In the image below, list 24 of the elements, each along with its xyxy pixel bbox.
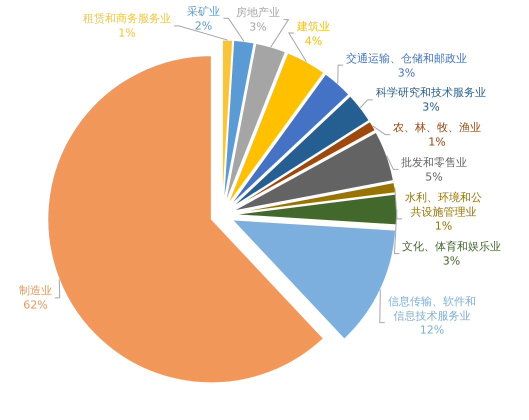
data-label: 3% — [249, 20, 267, 34]
data-label: 4% — [304, 34, 322, 48]
slice-label: 交通运输、仓储和邮政业 — [346, 52, 467, 65]
slice-label: 信息传输、软件和信息技术服务业 — [388, 295, 476, 322]
slice-label: 文化、体育和娱乐业 — [402, 240, 501, 253]
data-label: 1% — [428, 135, 446, 148]
data-label: 62% — [23, 298, 48, 312]
data-label: 2% — [194, 19, 212, 32]
data-label: 3% — [422, 100, 440, 114]
slice-label: 制造业 — [19, 284, 52, 297]
data-label: 3% — [442, 254, 460, 268]
slice-label: 建筑业 — [296, 20, 330, 33]
data-label: 1% — [118, 26, 136, 40]
data-label: 5% — [425, 170, 443, 184]
slice-label: 批发和零售业 — [401, 156, 467, 169]
slice-label: 农、林、牧、渔业 — [393, 121, 481, 134]
data-label: 3% — [398, 66, 416, 80]
data-label: 12% — [420, 324, 444, 337]
slice-label: 科学研究和技术服务业 — [376, 86, 486, 99]
slice-label: 租赁和商务服务业 — [83, 12, 171, 25]
data-label: 1% — [434, 220, 452, 233]
slice-label: 采矿业 — [187, 5, 220, 18]
slice-label: 房地产业 — [236, 6, 280, 19]
slice-label: 水利、环境和公共设施管理业 — [405, 191, 482, 218]
